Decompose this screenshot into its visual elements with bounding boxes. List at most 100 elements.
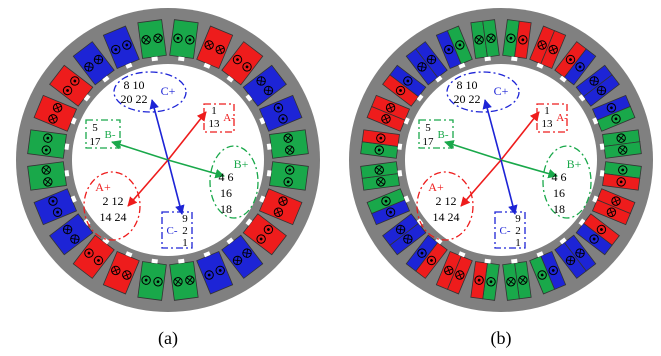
group-b-plus: B+ 4 6 16 18 bbox=[542, 145, 592, 219]
group-boundary bbox=[203, 103, 235, 133]
group-boundary bbox=[416, 171, 474, 241]
stator-slot bbox=[382, 64, 427, 107]
group-slots-line-2: 13 bbox=[542, 118, 554, 130]
group-slots-line-2: 2 bbox=[182, 225, 188, 237]
stator-slot bbox=[529, 250, 567, 295]
stator-slot bbox=[591, 94, 636, 132]
phasor-diagram bbox=[111, 99, 225, 215]
group-sign-label: A+ bbox=[428, 180, 444, 194]
group-slots-line-3: 18 bbox=[220, 202, 232, 216]
group-sign-label: C+ bbox=[161, 84, 176, 98]
group-sign-label: B+ bbox=[567, 157, 582, 171]
group-slots-line-2: 2 bbox=[515, 225, 521, 237]
group-slots-line-3: 18 bbox=[553, 202, 565, 216]
stator-slots bbox=[27, 19, 309, 301]
stator-slot bbox=[137, 258, 167, 301]
stator-slot bbox=[554, 41, 597, 86]
group-sign-label: C+ bbox=[494, 84, 509, 98]
phasor-a-minus-arrow bbox=[167, 111, 207, 161]
group-slots-line-1: 2 12 bbox=[103, 194, 124, 208]
stator-slots bbox=[360, 19, 642, 301]
group-slots-line-1: 5 bbox=[425, 122, 431, 134]
group-slots-line-1: 9 bbox=[515, 213, 521, 225]
stator-slot bbox=[502, 19, 532, 62]
group-boundary bbox=[542, 145, 592, 219]
stator-slot bbox=[242, 64, 287, 107]
group-slots-line-3: 1 bbox=[515, 237, 521, 249]
phasor-a-plus-arrow bbox=[460, 159, 502, 207]
stator-slot bbox=[27, 161, 70, 191]
stator-slot bbox=[102, 25, 140, 70]
stator-slot bbox=[33, 94, 78, 132]
group-a-minus: 1 13 A- bbox=[203, 103, 235, 133]
group-slots-line-2: 16 bbox=[553, 186, 565, 200]
stator-slot bbox=[405, 234, 448, 279]
group-slots-line-3: 1 bbox=[182, 237, 188, 249]
group-sign-label: B+ bbox=[234, 157, 249, 171]
phasor-a-plus-arrow bbox=[127, 159, 169, 207]
phasor-diagram bbox=[444, 99, 558, 215]
group-a-plus: A+ 2 12 14 24 bbox=[416, 171, 474, 241]
stator-slot bbox=[33, 188, 78, 226]
stator-slot bbox=[470, 19, 500, 62]
group-sign-label: A- bbox=[556, 112, 568, 124]
stator-slot bbox=[258, 94, 303, 132]
stator-slot bbox=[137, 19, 167, 62]
stator-slot bbox=[366, 94, 411, 132]
group-boundary bbox=[446, 71, 520, 113]
subfigure-caption: (a) bbox=[158, 328, 178, 349]
group-slots-line-1: 4 6 bbox=[219, 170, 234, 184]
stator-slot bbox=[382, 213, 427, 256]
group-slots-line-2: 17 bbox=[423, 136, 435, 148]
stator-slot bbox=[221, 41, 264, 86]
group-boundary bbox=[418, 119, 454, 149]
group-sign-label: A- bbox=[223, 112, 235, 124]
group-boundary bbox=[161, 211, 193, 249]
group-slots-line-1: 1 bbox=[211, 105, 217, 117]
stator-slot bbox=[502, 258, 532, 301]
stator-slot bbox=[575, 213, 620, 256]
stator-slot bbox=[169, 19, 199, 62]
group-sign-label: B- bbox=[438, 129, 449, 141]
stator-slot bbox=[575, 64, 620, 107]
group-boundary bbox=[83, 171, 141, 241]
group-slots-line-1: 2 12 bbox=[436, 194, 457, 208]
stator-slot bbox=[72, 41, 115, 86]
group-boundary bbox=[494, 211, 526, 249]
stator-slot bbox=[435, 250, 473, 295]
group-slots-line-2: 20 22 bbox=[454, 92, 481, 106]
group-boundary bbox=[113, 71, 187, 113]
group-sign-label: B- bbox=[105, 129, 116, 141]
group-b-plus: B+ 4 6 16 18 bbox=[209, 145, 259, 219]
stator-slot bbox=[49, 64, 94, 107]
group-slots-line-2: 16 bbox=[220, 186, 232, 200]
group-boundary bbox=[536, 103, 568, 133]
subfigure-a: 8 10 20 22 C+ 1 13 A- 5 17 B- B+ 4 6 16 … bbox=[16, 8, 320, 349]
group-slots-line-1: 8 10 bbox=[457, 78, 478, 92]
stator-slot bbox=[258, 188, 303, 226]
stator-slot bbox=[360, 129, 403, 159]
stator-slot bbox=[266, 129, 309, 159]
stator-slot bbox=[360, 161, 403, 191]
phasor-c-plus-arrow bbox=[482, 99, 502, 161]
phasor-b-minus-arrow bbox=[444, 140, 502, 161]
stator-slot bbox=[405, 41, 448, 86]
stator-slot bbox=[221, 234, 264, 279]
group-c-plus: 8 10 20 22 C+ bbox=[446, 71, 520, 113]
group-c-plus: 8 10 20 22 C+ bbox=[113, 71, 187, 113]
stator-slot bbox=[196, 250, 234, 295]
stator-slot bbox=[242, 213, 287, 256]
group-boundary bbox=[209, 145, 259, 219]
group-sign-label: C- bbox=[500, 225, 511, 237]
group-slots-line-1: 5 bbox=[92, 122, 98, 134]
group-slots-line-2: 14 24 bbox=[100, 210, 127, 224]
phasor-c-minus-arrow bbox=[167, 159, 185, 215]
group-slots-line-1: 8 10 bbox=[124, 78, 145, 92]
phasor-a-minus-arrow bbox=[500, 111, 540, 161]
phasor-c-minus-arrow bbox=[500, 159, 518, 215]
group-slots-line-2: 20 22 bbox=[121, 92, 148, 106]
group-b-minus: 5 17 B- bbox=[85, 119, 121, 149]
group-a-plus: A+ 2 12 14 24 bbox=[83, 171, 141, 241]
stator-slot bbox=[366, 188, 411, 226]
